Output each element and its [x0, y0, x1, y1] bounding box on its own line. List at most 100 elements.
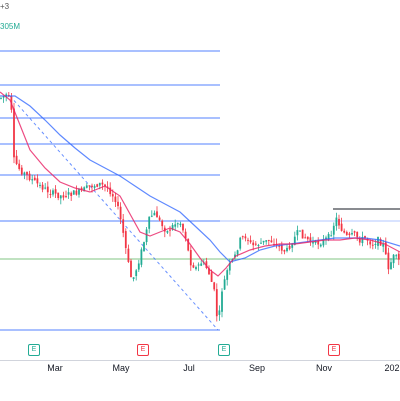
candle-body	[371, 244, 374, 246]
axis-label-year: 202	[384, 363, 400, 373]
candle-body	[384, 242, 387, 255]
fib-trend-line[interactable]	[9, 95, 219, 331]
candle-body	[213, 282, 216, 290]
candle-body	[195, 267, 197, 270]
candle-body	[265, 240, 268, 242]
candle-body	[0, 97, 2, 99]
earnings-badge-aug[interactable]: E	[218, 344, 230, 356]
candle-body	[306, 236, 309, 240]
candle-body	[249, 240, 252, 243]
candle-body	[127, 248, 130, 262]
candle-body	[145, 229, 148, 243]
candle-body	[122, 219, 125, 233]
time-axis[interactable]: Mar May Jul Sep Nov 202	[0, 360, 400, 401]
candle-body	[325, 237, 327, 240]
earnings-badge-letter: E	[221, 346, 227, 353]
candle-body	[304, 237, 307, 239]
candle-body	[117, 201, 119, 207]
candle-body	[96, 184, 99, 187]
candle-body	[345, 232, 348, 235]
candle-body	[267, 239, 270, 241]
candle-body	[23, 172, 26, 175]
candle-body	[319, 244, 322, 247]
candle-body	[358, 238, 361, 243]
candle-body	[291, 244, 294, 248]
candle-body	[322, 239, 325, 246]
candle-body	[150, 215, 153, 217]
candle-body	[88, 185, 91, 187]
candle-body	[299, 230, 301, 232]
axis-label-jul: Jul	[183, 363, 195, 373]
candle-body	[93, 185, 96, 188]
candle-body	[348, 233, 351, 236]
candle-body	[293, 236, 296, 245]
candle-body	[226, 270, 229, 280]
candle-body	[67, 192, 70, 195]
candle-body	[288, 245, 291, 249]
candle-body	[364, 236, 366, 239]
candle-body	[192, 265, 195, 268]
candle-body	[330, 235, 333, 237]
axis-label-mar: Mar	[47, 363, 63, 373]
candle-body	[187, 238, 190, 251]
candle-body	[270, 240, 273, 243]
candle-body	[189, 250, 192, 266]
candle-body	[109, 187, 112, 195]
candle-body	[91, 185, 93, 188]
candle-body	[257, 245, 260, 247]
candle-body	[104, 184, 106, 187]
indicator-fragment: 305M	[0, 22, 21, 31]
earnings-badge-nov[interactable]: E	[328, 344, 340, 356]
candle-body	[39, 184, 41, 186]
candle-body	[382, 243, 385, 247]
candlestick-series[interactable]	[0, 92, 400, 322]
candle-body	[309, 237, 312, 242]
candle-body	[335, 217, 338, 227]
price-chart[interactable]	[0, 0, 400, 360]
candle-body	[28, 173, 31, 180]
candle-body	[332, 225, 335, 235]
candle-body	[387, 252, 390, 270]
candle-body	[223, 279, 226, 290]
candle-body	[70, 192, 73, 196]
candle-body	[49, 193, 52, 195]
candle-body	[171, 224, 174, 230]
candle-body	[130, 260, 132, 278]
candle-body	[205, 261, 208, 268]
candle-body	[54, 189, 57, 194]
candle-body	[353, 231, 356, 233]
candle-body	[158, 217, 161, 220]
candle-body	[148, 216, 151, 229]
candle-body	[234, 254, 236, 258]
fib-retracement[interactable]	[0, 50, 400, 331]
candle-body	[59, 195, 62, 199]
candle-body	[361, 237, 364, 244]
candle-body	[262, 240, 265, 243]
candle-body	[312, 242, 314, 244]
candle-body	[65, 196, 67, 198]
candle-body	[296, 230, 299, 236]
candle-body	[83, 187, 86, 192]
candle-body	[18, 163, 21, 169]
candle-body	[57, 192, 60, 199]
candle-body	[119, 206, 122, 220]
candle-body	[140, 249, 143, 265]
axis-label-may: May	[112, 363, 130, 373]
earnings-badge-may[interactable]: E	[137, 344, 149, 356]
candle-body	[374, 243, 377, 245]
candle-body	[15, 155, 18, 164]
candle-body	[244, 236, 247, 239]
candle-body	[169, 229, 171, 231]
earnings-badge-jan[interactable]: E	[28, 344, 40, 356]
candle-body	[26, 171, 28, 175]
candle-body	[132, 277, 135, 280]
candle-body	[78, 189, 80, 195]
candle-body	[377, 237, 379, 246]
candle-body	[228, 262, 231, 271]
candle-body	[218, 310, 221, 315]
candle-body	[252, 242, 255, 246]
candle-body	[254, 243, 257, 245]
candle-body	[340, 223, 343, 231]
candle-body	[85, 185, 88, 188]
candle-body	[182, 223, 184, 231]
